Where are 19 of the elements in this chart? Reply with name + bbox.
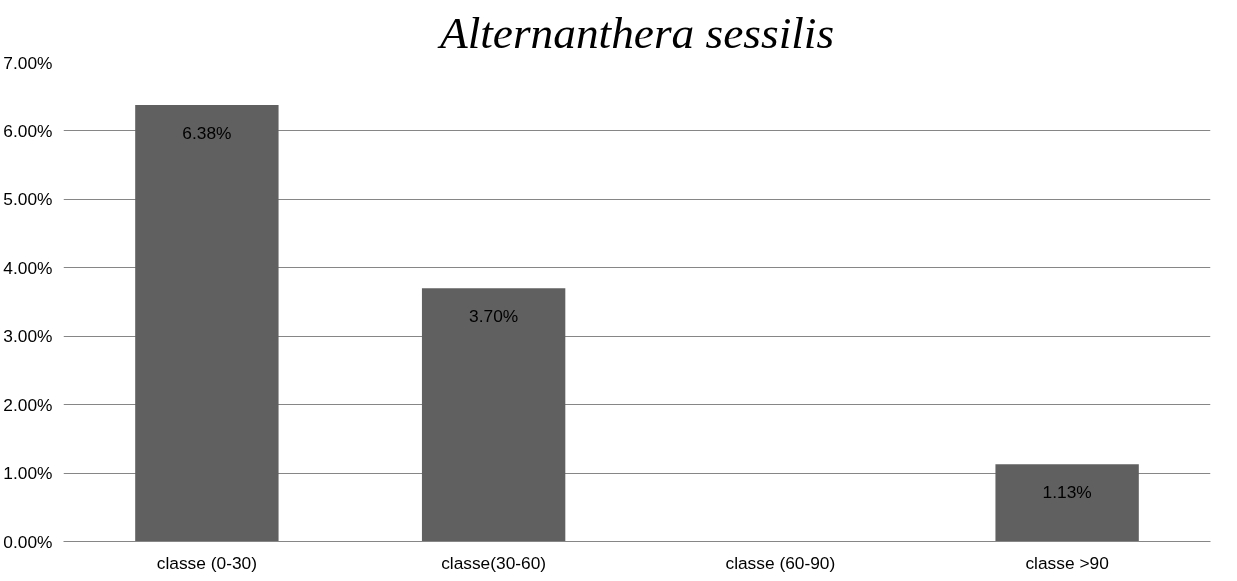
y-tick-label: 2.00% — [3, 394, 53, 415]
y-tick-label: 1.00% — [3, 463, 53, 484]
bar — [135, 104, 279, 542]
data-label: 6.38% — [182, 122, 232, 143]
bar — [995, 464, 1139, 542]
y-tick-label: 0.00% — [3, 531, 53, 552]
x-tick-label: classe (60-90) — [725, 552, 836, 573]
x-tick-label: classe >90 — [1025, 552, 1109, 573]
chart-title: Alternanthera sessilis — [436, 7, 835, 58]
data-label: 1.13% — [1042, 482, 1092, 503]
y-tick-label: 6.00% — [3, 120, 53, 141]
x-tick-label: classe (0-30) — [156, 552, 257, 573]
y-tick-label: 7.00% — [3, 52, 53, 73]
y-tick-label: 4.00% — [3, 257, 53, 278]
x-tick-label: classe(30-60) — [441, 552, 547, 573]
y-tick-label: 5.00% — [3, 189, 53, 210]
data-label: 3.70% — [469, 306, 519, 327]
bar — [421, 288, 566, 542]
y-tick-label: 3.00% — [3, 326, 53, 347]
